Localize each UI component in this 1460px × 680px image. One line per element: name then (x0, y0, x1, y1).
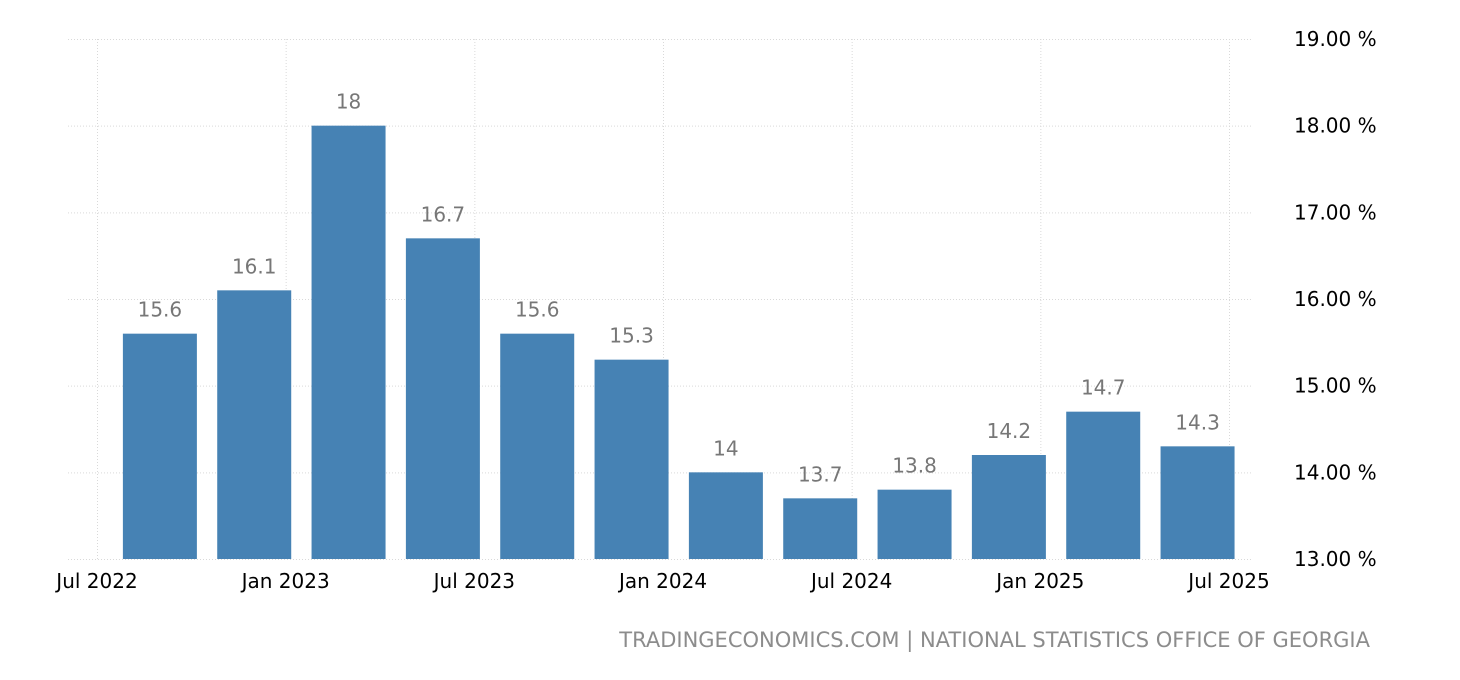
bar (405, 238, 480, 560)
y-axis-ticks: 13.00 % 14.00 % 15.00 % 16.00 % 17.00 % 18.00… (1294, 27, 1377, 571)
y-tick-label: 17.00 % (1294, 200, 1377, 224)
bar (877, 489, 952, 559)
bar-value-label: 15.6 (138, 298, 183, 322)
bar (311, 125, 386, 560)
bar-value-label: 14 (713, 436, 738, 460)
y-tick-label: 14.00 % (1294, 460, 1377, 484)
x-tick-label: Jan 2023 (240, 569, 330, 593)
bar (971, 455, 1046, 559)
bar (783, 498, 858, 559)
bar (500, 333, 575, 559)
x-tick-label: Jul 2023 (432, 569, 515, 593)
bar-value-label: 13.8 (892, 454, 937, 478)
bar (1066, 411, 1141, 559)
x-tick-label: Jul 2024 (809, 569, 892, 593)
y-tick-label: 18.00 % (1294, 114, 1377, 138)
bar (217, 290, 292, 559)
x-tick-label: Jul 2022 (54, 569, 137, 593)
bar-value-label: 18 (336, 90, 361, 114)
bars (122, 125, 1235, 560)
source-caption: TRADINGECONOMICS.COM | NATIONAL STATISTI… (619, 628, 1370, 652)
bar-value-label: 14.3 (1175, 410, 1220, 434)
x-tick-label: Jan 2024 (617, 569, 707, 593)
bar-value-label: 14.7 (1081, 376, 1126, 400)
y-tick-label: 16.00 % (1294, 287, 1377, 311)
bar (594, 359, 669, 559)
y-tick-label: 15.00 % (1294, 374, 1377, 398)
y-tick-label: 19.00 % (1294, 27, 1377, 51)
bar (1160, 446, 1235, 559)
x-tick-label: Jan 2025 (994, 569, 1084, 593)
bar-value-label: 14.2 (987, 419, 1032, 443)
bar-value-label: 16.1 (232, 254, 277, 278)
bar (122, 333, 197, 559)
data-labels: 15.6 16.1 18 16.7 15.6 15.3 14 13.7 13.8 14.2 14.7… (138, 90, 1220, 487)
bar-value-label: 15.3 (609, 324, 654, 348)
bar (688, 472, 763, 559)
y-tick-label: 13.00 % (1294, 547, 1377, 571)
x-tick-label: Jul 2025 (1186, 569, 1269, 593)
bar-value-label: 15.6 (515, 298, 560, 322)
bar-value-label: 13.7 (798, 462, 843, 486)
bar-value-label: 16.7 (421, 202, 466, 226)
x-axis-ticks: Jul 2022 Jan 2023 Jul 2023 Jan 2024 Jul 2024… (54, 569, 1269, 593)
